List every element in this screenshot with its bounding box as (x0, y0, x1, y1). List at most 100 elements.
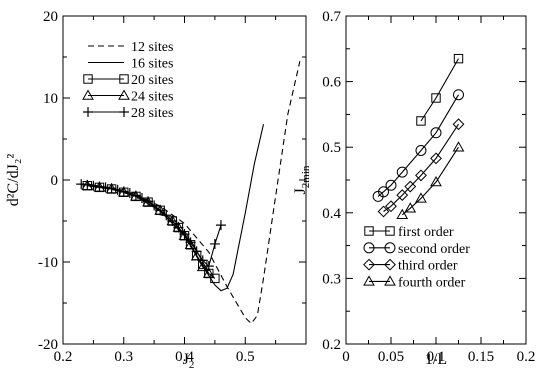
data-point (143, 196, 154, 207)
x-tick-label: 0.2 (54, 349, 73, 365)
data-point (191, 246, 202, 257)
legend-marker (83, 74, 93, 84)
y-axis-title: d²C/dJ₂² (5, 154, 22, 207)
y-tick-label: 0.7 (322, 9, 341, 25)
legend: first order second order third orderfourth… (363, 225, 470, 290)
legend-label: 12 sites (131, 40, 173, 55)
data-point (210, 273, 220, 284)
data-point (452, 118, 465, 131)
data-point (149, 200, 160, 211)
x-tick-label: 0.1 (427, 349, 446, 365)
data-point (415, 144, 427, 156)
series-line (383, 123, 459, 212)
series-line (420, 58, 459, 122)
data-point (453, 53, 464, 64)
x-axis-title-subscript: 2 (189, 359, 195, 371)
data-point (209, 238, 220, 249)
data-point (452, 141, 465, 152)
x-tick-label: 0.3 (114, 349, 133, 365)
data-point (82, 179, 93, 190)
data-point (377, 205, 390, 218)
legend-marker (384, 275, 396, 286)
data-point (185, 237, 196, 248)
data-point (100, 182, 111, 193)
y-tick-label: 0.4 (322, 206, 341, 222)
legend-marker (363, 275, 375, 286)
data-point (396, 208, 409, 220)
data-point (173, 222, 184, 233)
data-point (106, 183, 117, 194)
data-point (415, 192, 427, 203)
legend-marker (363, 242, 375, 254)
x-tick-label: 0.2 (517, 349, 536, 365)
x-tick-label: 0 (342, 349, 350, 365)
series-16-sites (87, 124, 265, 292)
y-axis-title: J2min (292, 165, 312, 194)
legend-marker (82, 89, 94, 100)
data-point (404, 202, 417, 213)
y-tick-label: -20 (38, 337, 58, 353)
data-point (112, 184, 123, 195)
legend-marker (364, 226, 374, 236)
series-line (87, 185, 216, 279)
data-point (155, 205, 166, 216)
series-20-sites (82, 181, 220, 284)
data-point (404, 180, 417, 193)
legend-label: 24 sites (131, 90, 173, 105)
series-line (87, 124, 265, 292)
data-point (385, 179, 397, 191)
data-point (124, 188, 135, 199)
data-point (431, 93, 441, 103)
data-point (453, 89, 464, 101)
data-point (396, 166, 408, 178)
legend-label: fourth order (398, 275, 466, 290)
legend-label: 16 sites (131, 57, 173, 72)
data-point (430, 152, 442, 165)
data-point (184, 238, 197, 250)
legend-marker (119, 74, 129, 84)
data-point (161, 210, 172, 221)
data-point (88, 180, 99, 191)
data-point (396, 189, 409, 201)
y-tick-label: 0.2 (322, 337, 341, 353)
y-tick-label: 10 (43, 91, 58, 107)
y-tick-label: 0.5 (322, 140, 341, 156)
legend-label: 28 sites (131, 106, 173, 121)
legend-label: third order (398, 259, 458, 274)
data-point (167, 216, 178, 226)
x-axis-title: 1/L (425, 351, 447, 368)
series-line (377, 94, 459, 197)
series-28-sites (76, 179, 226, 272)
series-second-order (372, 89, 464, 202)
data-point (179, 229, 190, 240)
series-line (401, 146, 459, 216)
data-point (94, 181, 105, 192)
x-tick-label: 0.5 (236, 349, 255, 365)
legend-label: 20 sites (131, 73, 173, 88)
data-point (130, 190, 141, 201)
data-point (202, 267, 215, 278)
data-point (136, 193, 147, 204)
data-point (76, 179, 87, 190)
series-first-order (416, 53, 464, 126)
y-tick-label: 0 (51, 173, 59, 189)
data-point (118, 186, 129, 197)
data-point (178, 229, 191, 241)
x-tick-label: 0.05 (378, 349, 404, 365)
data-point (378, 186, 390, 198)
series-fourth-order (396, 141, 465, 220)
y-axis-title-subscript: 2min (300, 165, 312, 188)
data-point (416, 116, 426, 126)
legend-marker (384, 242, 396, 254)
legend-marker (363, 258, 375, 271)
left-chart-panel: 0.2 0.3 0.4 0.5 -20 -10 0 10 20 J2 d²C/dJ₂² 12 site… (5, 9, 307, 371)
right-chart-panel: 0 0.05 0.1 0.15 0.2 0.2 0.3 0.4 0.5 0.6 0.7 1/L J2mi… (292, 9, 535, 368)
plot-frame (345, 15, 527, 345)
legend-label: first order (398, 225, 454, 240)
y-tick-label: -10 (38, 255, 58, 271)
series-third-order (377, 118, 465, 218)
y-tick-label: 0.3 (322, 271, 341, 287)
y-tick-label: 0.6 (322, 75, 341, 91)
